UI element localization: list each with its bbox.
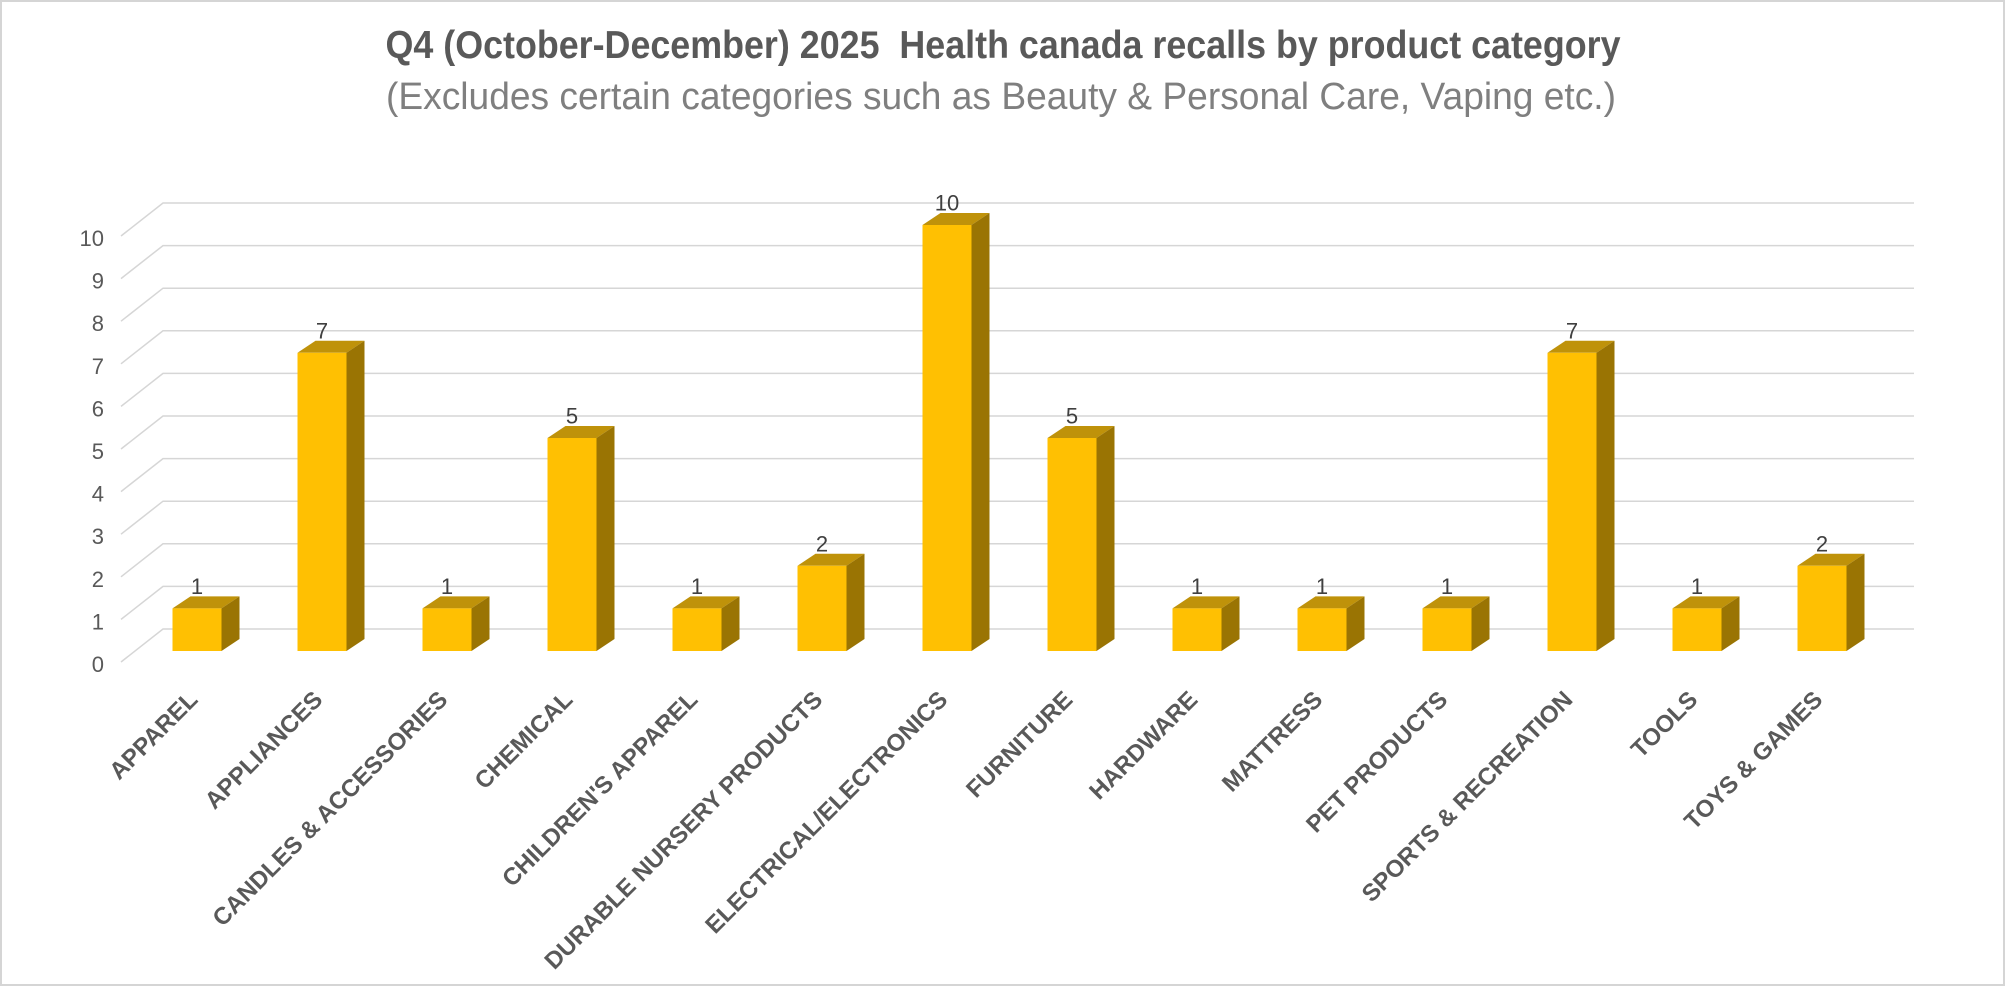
svg-text:10: 10 xyxy=(935,191,959,216)
svg-text:1: 1 xyxy=(1441,574,1453,599)
svg-text:7: 7 xyxy=(1566,318,1578,343)
svg-text:6: 6 xyxy=(92,396,104,421)
svg-text:5: 5 xyxy=(1066,404,1078,429)
svg-text:0: 0 xyxy=(92,652,104,677)
svg-text:1: 1 xyxy=(1191,574,1203,599)
svg-text:8: 8 xyxy=(92,311,104,336)
svg-text:1: 1 xyxy=(1691,574,1703,599)
svg-text:1: 1 xyxy=(441,574,453,599)
svg-text:1: 1 xyxy=(1316,574,1328,599)
svg-text:9: 9 xyxy=(92,269,104,294)
svg-text:1: 1 xyxy=(92,609,104,634)
svg-text:1: 1 xyxy=(191,574,203,599)
svg-text:5: 5 xyxy=(566,404,578,429)
svg-text:2: 2 xyxy=(1816,531,1828,556)
svg-text:7: 7 xyxy=(92,354,104,379)
svg-text:3: 3 xyxy=(92,524,104,549)
svg-text:7: 7 xyxy=(316,318,328,343)
svg-text:4: 4 xyxy=(92,482,104,507)
svg-text:Q4 (October-December) 2025 He: Q4 (October-December) 2025 Health canada… xyxy=(386,24,1621,67)
svg-text:1: 1 xyxy=(691,574,703,599)
svg-text:2: 2 xyxy=(816,531,828,556)
svg-text:5: 5 xyxy=(92,439,104,464)
svg-text:10: 10 xyxy=(80,226,104,251)
svg-text:2: 2 xyxy=(92,567,104,592)
svg-text:(Excludes certain categories s: (Excludes certain categories such as Bea… xyxy=(386,76,1616,118)
